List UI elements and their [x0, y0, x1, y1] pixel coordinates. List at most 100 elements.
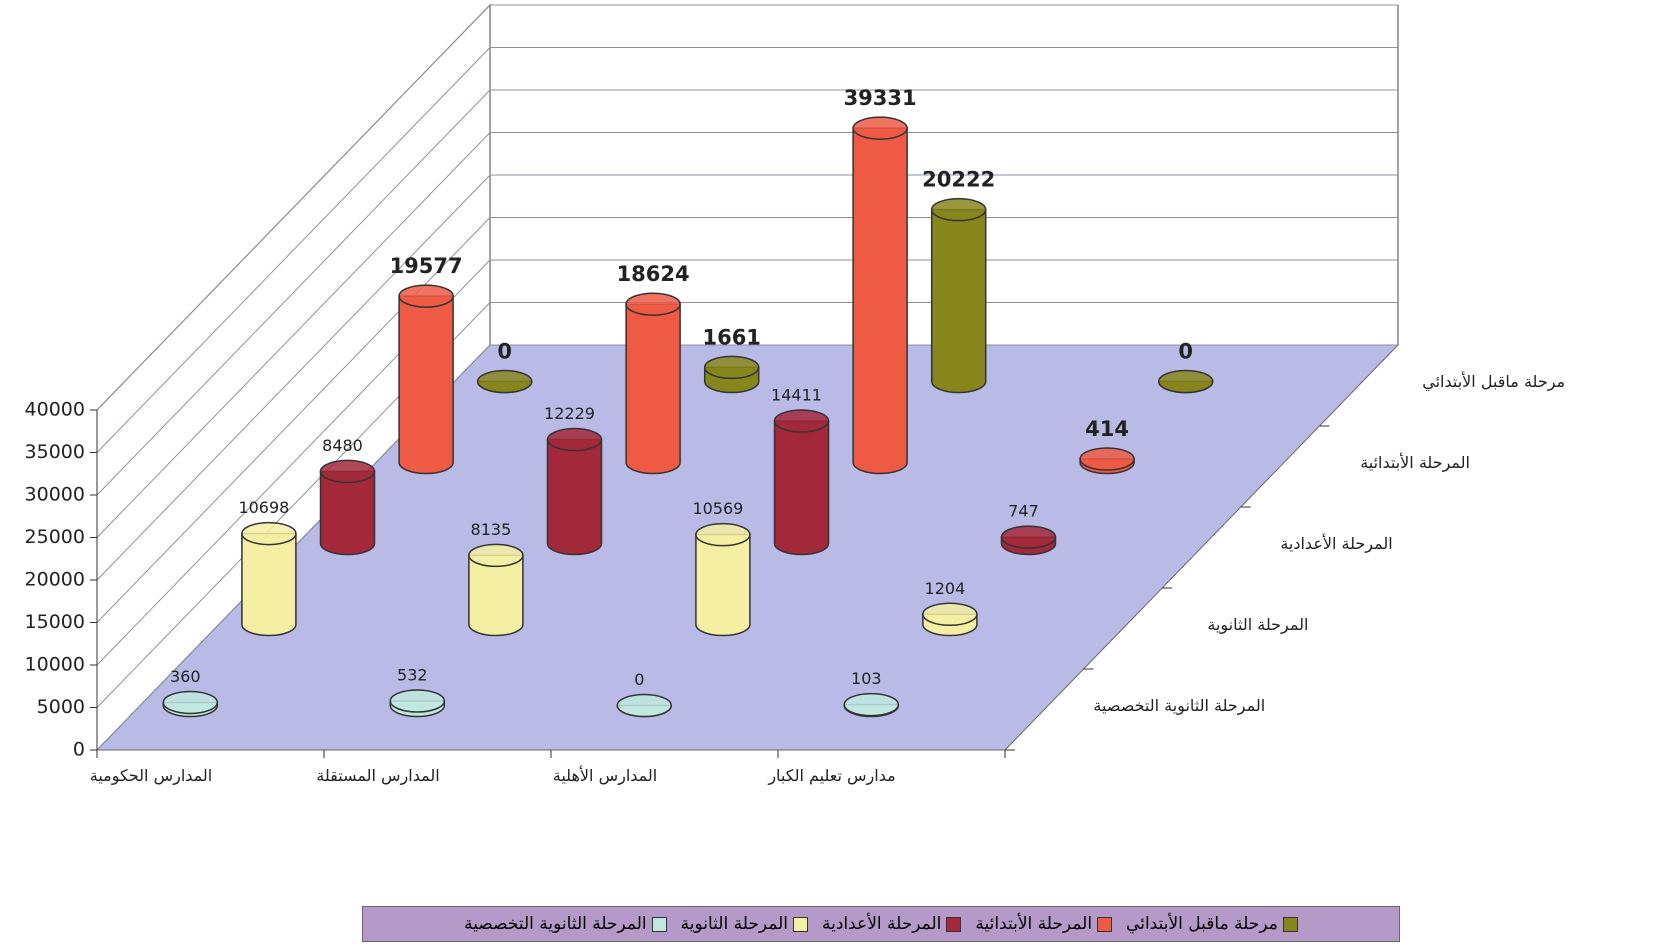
depth-label: المرحلة الثانوية التخصصية [1093, 696, 1265, 716]
cylinder-top [616, 693, 673, 718]
x-tick-label: المدارس الحكومية [89, 766, 213, 785]
value-label: 747 [1008, 502, 1039, 521]
cylinder-top [1157, 369, 1214, 394]
cylinder-top [930, 197, 987, 222]
legend-swatch [1097, 916, 1113, 932]
value-label: 39331 [844, 86, 917, 110]
y-tick-label: 40000 [25, 399, 85, 421]
cylinder-body [468, 554, 524, 637]
legend-item: المرحلة الثانوية [681, 914, 808, 934]
value-label: 12229 [544, 404, 595, 423]
cylinder-top [162, 690, 219, 715]
x-tick-label-box: المدارس الأهلية [552, 766, 658, 785]
legend-swatch [792, 916, 808, 932]
cylinder-body [625, 303, 681, 475]
value-label: 18624 [617, 262, 690, 286]
cylinder [476, 369, 533, 394]
grid-line [96, 302, 1398, 708]
legend-swatch [1282, 916, 1298, 932]
cylinder [389, 689, 446, 718]
y-tick-label: 5000 [37, 696, 85, 718]
cylinder [852, 116, 908, 475]
legend: المرحلة الثانوية التخصصية المرحلة الثانوي… [362, 906, 1400, 942]
cylinder-top [398, 284, 454, 308]
cylinder [930, 197, 987, 394]
depth-label: المرحلة الأعدادية [1280, 533, 1392, 554]
cylinder-top [703, 355, 760, 380]
legend-item: المرحلة الأبتدائية [975, 914, 1113, 934]
x-tick-label-box: مدارس تعليم الكبار [768, 766, 896, 785]
cylinder [319, 459, 376, 556]
x-tick-label-box: المدارس الحكومية [89, 766, 213, 785]
cylinder-body [241, 532, 297, 637]
cylinder-top [695, 522, 751, 547]
cylinder [1079, 447, 1135, 475]
legend-item: مرحلة ماقبل الأبتدائي [1126, 914, 1298, 934]
depth-label: المرحلة الثانوية [1207, 615, 1308, 635]
cylinder-top [922, 602, 978, 627]
legend-item: المرحلة الثانوية التخصصية [464, 914, 667, 934]
y-tick-label: 30000 [25, 484, 85, 506]
cylinder-body [852, 127, 908, 475]
cylinder-top [241, 521, 297, 546]
grid-line [96, 47, 1398, 453]
cylinder [703, 355, 760, 394]
cylinder [162, 690, 219, 718]
cylinder-top [1000, 525, 1057, 549]
cylinder [625, 292, 681, 475]
cylinder [398, 284, 454, 475]
value-label: 14411 [771, 386, 822, 405]
x-tick-label: مدارس تعليم الكبار [768, 766, 896, 785]
grid-line [96, 4, 1398, 411]
value-label: 103 [851, 669, 882, 688]
cylinder [1000, 525, 1057, 556]
value-label: 10569 [692, 499, 743, 518]
cylinder-body [546, 438, 603, 556]
value-label: 360 [170, 667, 201, 686]
grid-line [96, 217, 1398, 623]
cylinder-top [546, 427, 603, 452]
cylinder-body [319, 470, 376, 556]
value-label: 8135 [471, 520, 512, 539]
cylinder-body [930, 208, 987, 394]
cylinder [546, 427, 603, 556]
y-tick-label: 0 [73, 739, 85, 761]
value-label: 0 [1178, 340, 1193, 364]
cylinder [695, 522, 751, 637]
cylinder [241, 521, 297, 637]
cylinder [616, 693, 673, 718]
value-label: 0 [497, 340, 512, 364]
y-tick-label: 20000 [25, 569, 85, 591]
value-label: 1661 [702, 325, 760, 349]
cylinder-body [398, 295, 454, 475]
legend-item: المرحلة الأعدادية [821, 914, 962, 934]
legend-swatch [651, 916, 667, 932]
cylinder-body [695, 533, 751, 637]
depth-label: مرحلة ماقبل الأبتدائي [1422, 371, 1565, 392]
depth-label: المرحلة الأبتدائية [1360, 452, 1470, 473]
x-tick-label: المدارس الأهلية [552, 766, 658, 785]
legend-swatch [946, 916, 962, 932]
value-label: 8480 [322, 436, 363, 455]
legend-label: مرحلة ماقبل الأبتدائي [1126, 914, 1278, 934]
cylinder [843, 692, 900, 718]
y-tick-label: 10000 [25, 654, 85, 676]
x-tick-label: المدارس المستقلة [316, 766, 440, 785]
cylinder-top [773, 409, 830, 433]
cylinder-body [773, 420, 830, 556]
x-tick-label-box: المدارس المستقلة [316, 766, 440, 785]
cylinder [1157, 369, 1214, 394]
chart: 0 5000 10000 15000 20000 25000 30000 35000 40000… [25, 3, 1565, 785]
grid-line [96, 259, 1398, 666]
cylinder [773, 409, 830, 556]
value-label: 10698 [238, 498, 289, 517]
legend-label: المرحلة الأعدادية [821, 914, 942, 934]
y-tick-label: 15000 [25, 611, 85, 633]
legend-label: المرحلة الثانوية [680, 914, 788, 934]
cylinder-top [319, 459, 376, 484]
cylinder-top [843, 692, 900, 717]
cylinder-top [389, 689, 446, 713]
cylinder-top [852, 116, 908, 140]
legend-label: المرحلة الأبتدائية [975, 914, 1093, 934]
